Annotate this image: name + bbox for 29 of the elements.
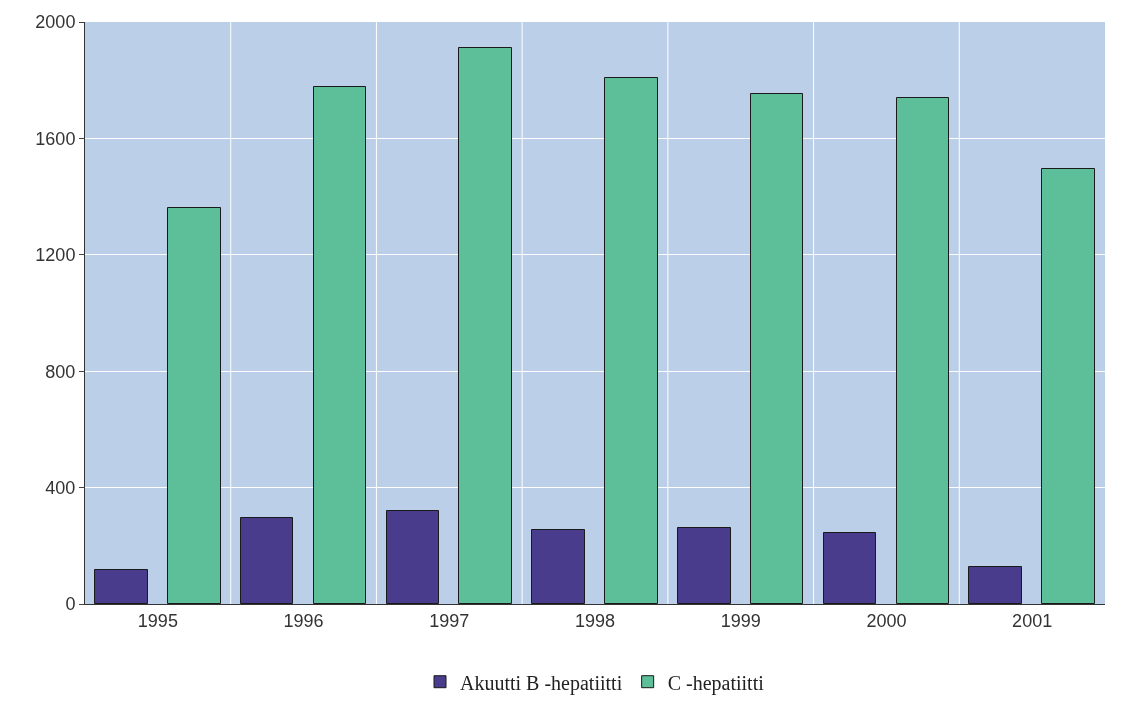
bar bbox=[167, 207, 221, 604]
legend-label: C -hepatiitti bbox=[667, 671, 765, 695]
y-tick-label: 800 bbox=[45, 361, 76, 382]
x-tick-label: 1998 bbox=[574, 610, 616, 631]
x-tick-label: 2001 bbox=[1012, 610, 1053, 631]
y-tick-label: 1200 bbox=[35, 245, 76, 266]
y-tick-label: 2000 bbox=[35, 12, 76, 33]
bar bbox=[94, 569, 148, 604]
bar bbox=[386, 510, 439, 604]
x-tick-label: 1999 bbox=[720, 610, 761, 631]
x-tick-label: 2000 bbox=[866, 610, 907, 631]
y-tick-label: 0 bbox=[65, 594, 76, 615]
bar bbox=[313, 86, 366, 604]
bar bbox=[604, 77, 658, 604]
x-tick-label: 1996 bbox=[283, 610, 324, 631]
bar bbox=[1041, 168, 1095, 604]
bar bbox=[823, 532, 876, 604]
y-tick-label: 400 bbox=[45, 477, 76, 498]
bar bbox=[240, 517, 293, 604]
bar bbox=[531, 529, 585, 604]
bar bbox=[750, 93, 803, 604]
bar bbox=[677, 527, 731, 604]
x-tick-label: 1995 bbox=[137, 610, 178, 631]
bar bbox=[896, 97, 949, 604]
y-tick-label: 1600 bbox=[35, 128, 76, 149]
bar bbox=[968, 566, 1022, 604]
legend-label: Akuutti B -hepatiitti bbox=[460, 671, 623, 695]
x-tick-label: 1997 bbox=[429, 610, 470, 631]
bar bbox=[458, 47, 512, 604]
